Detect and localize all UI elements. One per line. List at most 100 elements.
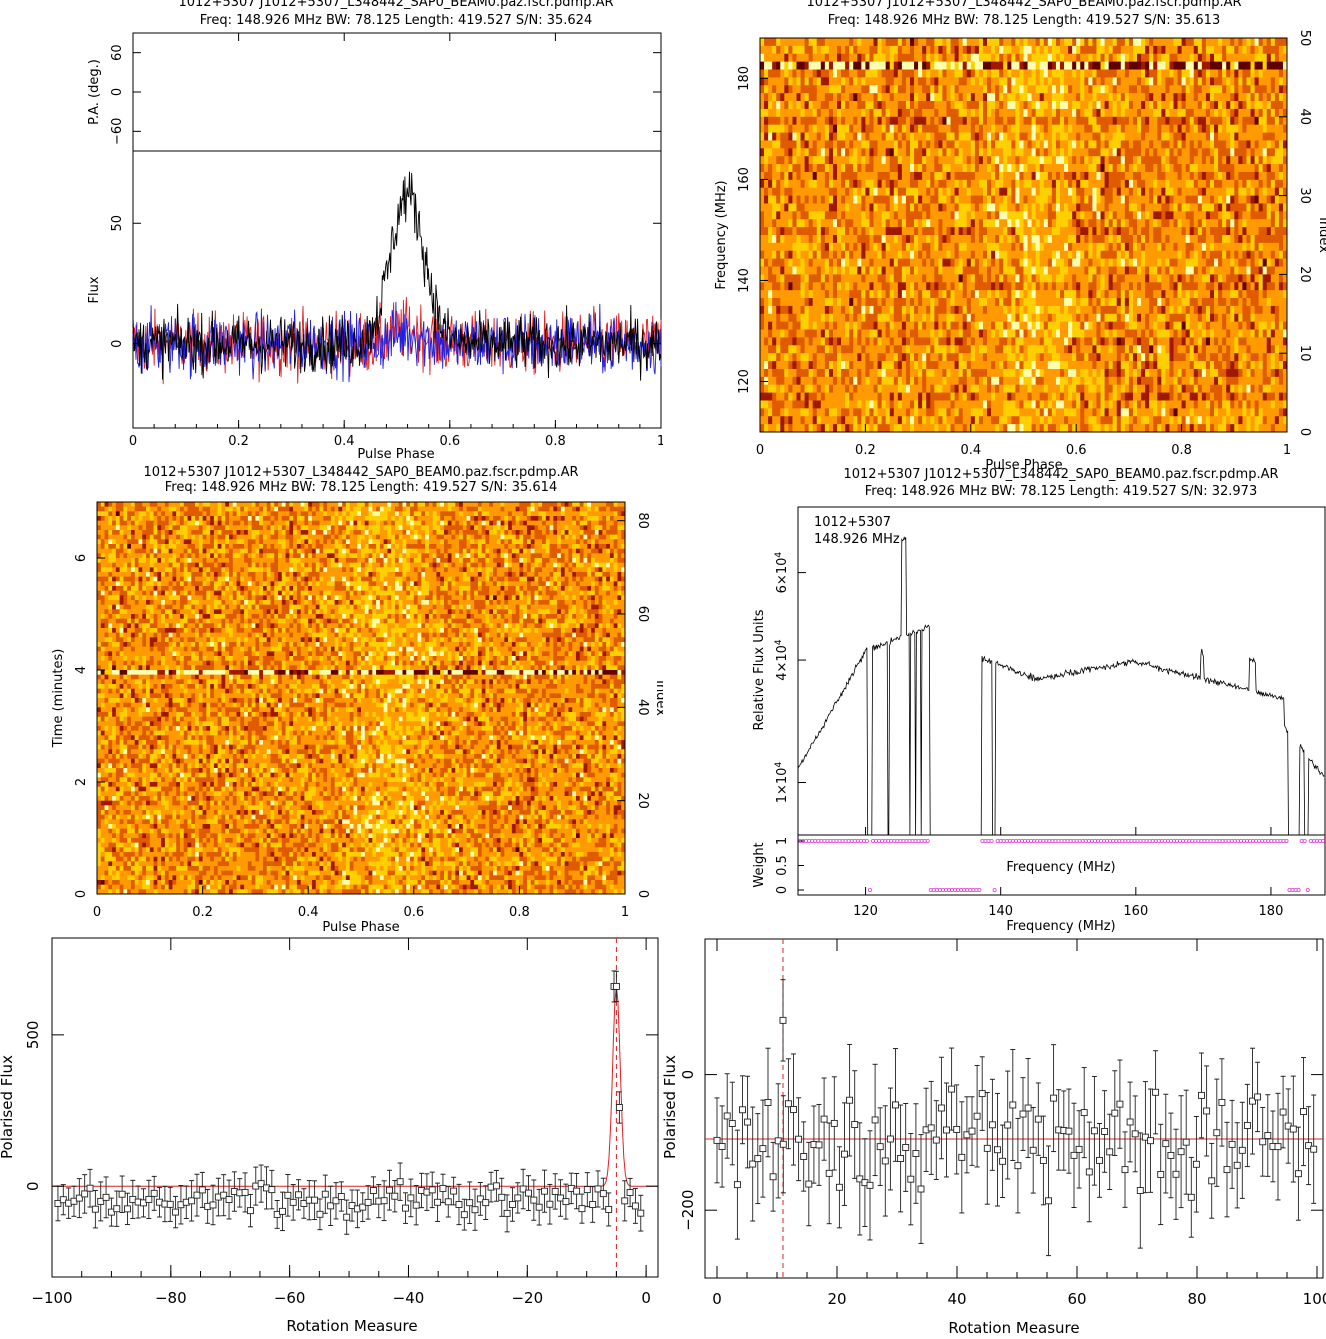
heat-cell: [922, 196, 926, 204]
heat-cell: [1080, 314, 1084, 322]
heat-cell: [764, 227, 768, 235]
heat-cell: [1019, 306, 1023, 314]
heat-cell: [1149, 46, 1153, 54]
heat-cell: [938, 85, 942, 93]
heat-cell: [942, 133, 946, 141]
heat-cell: [809, 140, 813, 148]
heat-cell: [979, 259, 983, 267]
heat-cell: [1238, 77, 1242, 85]
heat-cell: [946, 282, 950, 290]
heat-cell: [1080, 156, 1084, 164]
heat-cell: [1242, 109, 1246, 117]
heat-cell: [813, 314, 817, 322]
heat-cell: [898, 156, 902, 164]
heat-cell: [1263, 282, 1267, 290]
heat-cell: [902, 196, 906, 204]
heat-cell: [874, 243, 878, 251]
heat-cell: [801, 109, 805, 117]
heat-cell: [825, 125, 829, 133]
heat-cell: [1064, 219, 1068, 227]
heat-cell: [809, 117, 813, 125]
heat-cell: [926, 259, 930, 267]
heat-cell: [1279, 156, 1283, 164]
heat-cell: [878, 133, 882, 141]
heat-cell: [1088, 62, 1092, 70]
heat-cell: [1238, 322, 1242, 330]
heat-cell: [1165, 133, 1169, 141]
heat-cell: [910, 306, 914, 314]
heat-cell: [1271, 93, 1275, 101]
heat-cell: [1101, 274, 1105, 282]
heat-cell: [845, 219, 849, 227]
heat-cell: [1242, 290, 1246, 298]
heat-cell: [837, 251, 841, 259]
heat-cell: [1157, 196, 1161, 204]
heat-cell: [1161, 148, 1165, 156]
heat-cell: [938, 38, 942, 46]
heat-cell: [890, 211, 894, 219]
heat-cell: [1064, 196, 1068, 204]
heat-cell: [772, 70, 776, 78]
heat-cell: [1173, 219, 1177, 227]
heat-cell: [1137, 93, 1141, 101]
heat-cell: [934, 140, 938, 148]
heat-cell: [1169, 196, 1173, 204]
heat-cell: [1267, 54, 1271, 62]
heat-cell: [1279, 164, 1283, 172]
heat-cell: [1064, 306, 1068, 314]
heat-cell: [914, 54, 918, 62]
heat-cell: [1153, 290, 1157, 298]
heat-cell: [1117, 243, 1121, 251]
heat-cell: [959, 314, 963, 322]
heat-cell: [760, 274, 764, 282]
heat-cell: [1178, 140, 1182, 148]
heat-cell: [979, 267, 983, 275]
heat-cell: [796, 164, 800, 172]
heat-cell: [906, 211, 910, 219]
heat-cell: [1263, 180, 1267, 188]
heat-cell: [1149, 188, 1153, 196]
heat-cell: [942, 322, 946, 330]
heat-cell: [1015, 38, 1019, 46]
heat-cell: [1173, 109, 1177, 117]
heat-cell: [853, 77, 857, 85]
heat-cell: [1234, 93, 1238, 101]
heat-cell: [1275, 148, 1279, 156]
heat-cell: [955, 164, 959, 172]
heat-cell: [902, 164, 906, 172]
heat-cell: [1182, 314, 1186, 322]
heat-cell: [914, 93, 918, 101]
heat-cell: [1230, 140, 1234, 148]
heat-cell: [1165, 180, 1169, 188]
heat-cell: [1080, 203, 1084, 211]
heat-cell: [1121, 156, 1125, 164]
heat-cell: [1255, 211, 1259, 219]
heat-cell: [1178, 109, 1182, 117]
heat-cell: [845, 140, 849, 148]
heat-cell: [995, 125, 999, 133]
heat-cell: [1044, 196, 1048, 204]
heat-cell: [829, 62, 833, 70]
heat-cell: [1145, 267, 1149, 275]
heat-cell: [825, 85, 829, 93]
heat-cell: [1218, 77, 1222, 85]
heat-cell: [951, 330, 955, 338]
heat-cell: [1182, 219, 1186, 227]
heat-cell: [1011, 188, 1015, 196]
heat-cell: [922, 227, 926, 235]
heat-cell: [878, 274, 882, 282]
heat-cell: [829, 109, 833, 117]
heat-cell: [918, 164, 922, 172]
heat-cell: [959, 306, 963, 314]
heat-cell: [841, 54, 845, 62]
heat-cell: [1113, 306, 1117, 314]
heat-cell: [991, 322, 995, 330]
heat-cell: [1186, 77, 1190, 85]
heat-cell: [959, 188, 963, 196]
heat-cell: [1198, 172, 1202, 180]
heat-cell: [1076, 156, 1080, 164]
heat-cell: [938, 180, 942, 188]
heat-cell: [1052, 211, 1056, 219]
heat-cell: [1230, 211, 1234, 219]
heat-cell: [878, 219, 882, 227]
